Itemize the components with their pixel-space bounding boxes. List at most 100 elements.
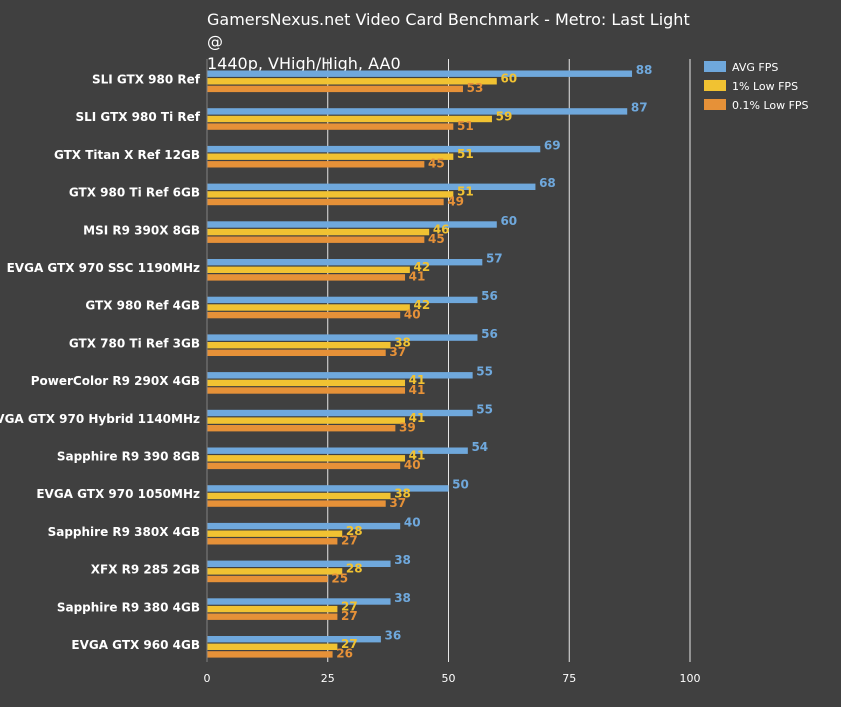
data-label-2: 40 xyxy=(404,458,421,472)
data-label-0: 69 xyxy=(544,138,561,152)
bar-0 xyxy=(207,334,478,341)
bar-2 xyxy=(207,123,454,130)
data-label-1: 38 xyxy=(394,336,411,350)
legend-label-0: AVG FPS xyxy=(732,61,778,74)
bar-0 xyxy=(207,409,473,417)
data-label-0: 57 xyxy=(486,252,503,266)
bar-0 xyxy=(207,145,541,153)
data-label-0: 38 xyxy=(394,553,411,567)
bar-2 xyxy=(207,274,406,281)
data-label-1: 46 xyxy=(433,222,450,236)
bar-0 xyxy=(207,296,478,304)
data-label-0: 55 xyxy=(476,402,493,416)
bar-2 xyxy=(207,387,406,394)
bar-2 xyxy=(207,500,386,507)
bar-2 xyxy=(207,462,401,470)
data-label-1: 51 xyxy=(457,185,474,199)
category-label: Sapphire R9 380 4GB xyxy=(57,600,200,614)
category-label: MSI R9 390X 8GB xyxy=(83,223,200,237)
category-label: EVGA GTX 970 Hybrid 1140MHz xyxy=(0,412,200,426)
legend-swatch-1 xyxy=(704,80,726,91)
x-tick-label-25: 25 xyxy=(321,672,335,685)
bar-2 xyxy=(207,538,338,545)
chart-title-line-1: GamersNexus.net Video Card Benchmark - M… xyxy=(207,10,690,51)
bar-0 xyxy=(207,372,473,379)
x-tick-label-75: 75 xyxy=(562,672,576,685)
category-label: Sapphire R9 380X 4GB xyxy=(48,525,200,539)
data-label-0: 36 xyxy=(385,629,402,643)
bar-1 xyxy=(207,455,406,462)
bar-1 xyxy=(207,304,410,311)
bar-0 xyxy=(207,636,381,643)
data-label-2: 39 xyxy=(399,421,416,435)
data-label-1: 51 xyxy=(457,147,474,161)
bar-1 xyxy=(207,266,410,273)
bar-2 xyxy=(207,425,396,432)
data-label-2: 51 xyxy=(457,119,474,133)
data-label-1: 42 xyxy=(414,260,431,274)
bar-0 xyxy=(207,447,468,454)
data-label-1: 59 xyxy=(496,109,513,123)
bar-0 xyxy=(207,259,483,266)
bar-2 xyxy=(207,311,401,319)
data-label-0: 56 xyxy=(481,289,498,303)
data-label-2: 37 xyxy=(389,345,406,359)
data-label-1: 27 xyxy=(341,637,358,651)
bar-0 xyxy=(207,485,449,492)
category-label: EVGA GTX 970 SSC 1190MHz xyxy=(7,261,200,275)
x-tick-label-50: 50 xyxy=(442,672,456,685)
category-label: SLI GTX 980 Ti Ref xyxy=(76,110,201,124)
data-label-1: 60 xyxy=(500,72,517,86)
bar-0 xyxy=(207,598,391,605)
legend-swatch-2 xyxy=(704,99,726,110)
data-label-2: 41 xyxy=(409,383,426,397)
bar-1 xyxy=(207,342,391,349)
chart-title-line-2: 1440p, VHigh/High, AA0 xyxy=(207,54,401,73)
bar-1 xyxy=(207,78,497,85)
data-label-2: 37 xyxy=(389,496,406,510)
bar-1 xyxy=(207,115,492,123)
category-label: GTX 780 Ti Ref 3GB xyxy=(69,336,200,350)
data-label-2: 25 xyxy=(331,571,348,585)
bar-0 xyxy=(207,522,401,530)
category-label: EVGA GTX 960 4GB xyxy=(71,638,200,652)
bar-1 xyxy=(207,191,454,198)
legend-label-1: 1% Low FPS xyxy=(732,80,798,93)
data-label-2: 40 xyxy=(404,307,421,321)
bar-1 xyxy=(207,228,430,236)
data-label-1: 28 xyxy=(346,524,363,538)
data-label-1: 27 xyxy=(341,599,358,613)
x-tick-label-100: 100 xyxy=(680,672,701,685)
bar-2 xyxy=(207,613,338,620)
data-label-0: 56 xyxy=(481,327,498,341)
bar-1 xyxy=(207,417,406,424)
bar-2 xyxy=(207,651,333,658)
data-label-1: 28 xyxy=(346,562,363,576)
data-label-0: 50 xyxy=(452,478,469,492)
data-label-0: 40 xyxy=(404,515,421,529)
bar-2 xyxy=(207,349,386,356)
bar-2 xyxy=(207,236,425,243)
data-label-0: 88 xyxy=(636,63,653,77)
category-label: EVGA GTX 970 1050MHz xyxy=(36,487,200,501)
data-label-0: 54 xyxy=(471,440,488,454)
x-tick-label-0: 0 xyxy=(204,672,211,685)
data-label-1: 42 xyxy=(414,298,431,312)
data-label-2: 41 xyxy=(409,270,426,284)
data-label-2: 27 xyxy=(341,609,358,623)
category-label: GTX Titan X Ref 12GB xyxy=(54,148,200,162)
bar-0 xyxy=(207,70,633,77)
data-label-0: 55 xyxy=(476,365,493,379)
bar-1 xyxy=(207,568,343,575)
bar-1 xyxy=(207,379,406,387)
bar-2 xyxy=(207,198,444,206)
data-label-2: 49 xyxy=(447,194,464,208)
data-label-1: 41 xyxy=(409,373,426,387)
data-label-2: 53 xyxy=(467,81,484,95)
data-label-0: 38 xyxy=(394,591,411,605)
chart-title: GamersNexus.net Video Card Benchmark - M… xyxy=(207,9,707,75)
category-label: SLI GTX 980 Ref xyxy=(92,73,201,87)
data-label-1: 41 xyxy=(409,449,426,463)
data-label-2: 27 xyxy=(341,534,358,548)
